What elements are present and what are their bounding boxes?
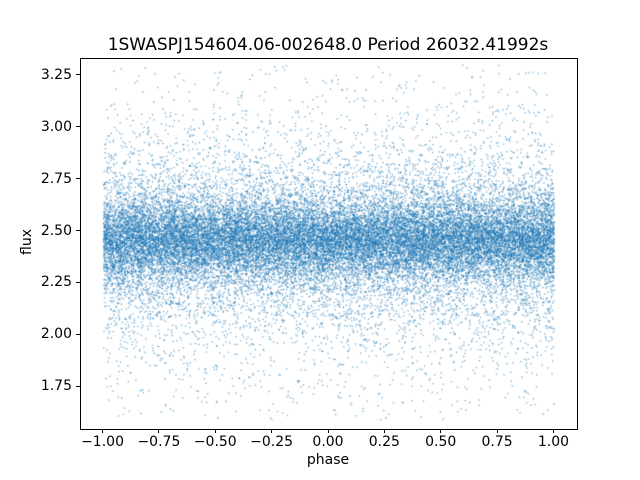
x-axis-tick-label: −0.50 xyxy=(193,434,237,450)
scatter-points-canvas xyxy=(81,59,577,429)
x-axis-tick-label: 0.00 xyxy=(312,434,344,450)
y-axis-tick-label: 2.75 xyxy=(40,170,72,187)
x-axis-tick-label: 1.00 xyxy=(537,434,570,450)
x-axis-tick xyxy=(271,429,273,433)
x-axis-tick xyxy=(552,429,554,433)
x-axis-tick xyxy=(158,429,160,433)
y-axis-tick-label: 3.25 xyxy=(40,66,72,83)
y-axis-tick xyxy=(76,333,80,335)
x-axis-tick-label: −0.25 xyxy=(250,434,294,450)
y-axis-label: flux xyxy=(19,229,35,255)
x-axis-tick xyxy=(383,429,385,433)
y-axis-tick xyxy=(76,74,80,76)
x-axis-tick-label: 0.75 xyxy=(481,434,513,450)
x-axis-tick-label: −1.00 xyxy=(81,434,124,450)
chart-title: 1SWASPJ154604.06-002648.0 Period 26032.4… xyxy=(107,35,549,55)
y-axis-tick xyxy=(76,178,80,180)
x-axis-tick xyxy=(214,429,216,433)
x-axis-tick xyxy=(102,429,104,433)
plot-area xyxy=(80,58,578,430)
x-axis-tick-label: 0.25 xyxy=(368,434,400,450)
y-axis-tick xyxy=(76,281,80,283)
x-axis-tick-label: −0.75 xyxy=(137,434,181,450)
x-axis-tick xyxy=(496,429,498,433)
y-axis-tick-label: 2.00 xyxy=(40,326,72,343)
x-axis-tick xyxy=(327,429,329,433)
y-axis-tick xyxy=(76,385,80,387)
y-axis-tick-label: 2.50 xyxy=(40,222,72,239)
y-axis-tick-label: 3.00 xyxy=(40,118,72,135)
y-axis-tick xyxy=(76,126,80,128)
y-axis-tick-label: 2.25 xyxy=(40,274,72,291)
y-axis-tick-label: 1.75 xyxy=(40,378,72,395)
x-axis-label: phase xyxy=(306,452,350,468)
x-axis-tick-label: 0.50 xyxy=(425,434,457,450)
y-axis-tick xyxy=(76,230,80,232)
x-axis-tick xyxy=(440,429,442,433)
